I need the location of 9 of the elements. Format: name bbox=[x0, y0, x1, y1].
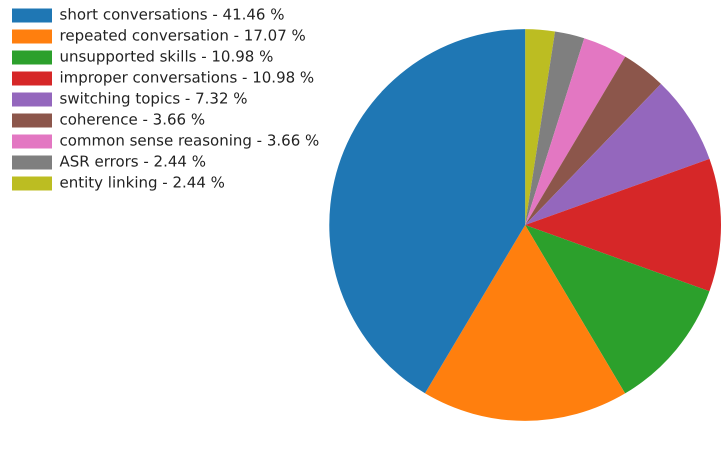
legend-label: switching topics - 7.32 % bbox=[60, 89, 248, 108]
legend-label: coherence - 3.66 % bbox=[60, 110, 206, 128]
legend-label: entity linking - 2.44 % bbox=[60, 173, 225, 192]
legend-label: short conversations - 41.46 % bbox=[60, 5, 284, 24]
legend-label: ASR errors - 2.44 % bbox=[60, 152, 206, 170]
legend-label: common sense reasoning - 3.66 % bbox=[60, 131, 320, 150]
legend-label: repeated conversation - 17.07 % bbox=[60, 26, 306, 44]
legend-label: unsupported skills - 10.98 % bbox=[60, 47, 274, 66]
legend-label: improper conversations - 10.98 % bbox=[60, 68, 314, 86]
